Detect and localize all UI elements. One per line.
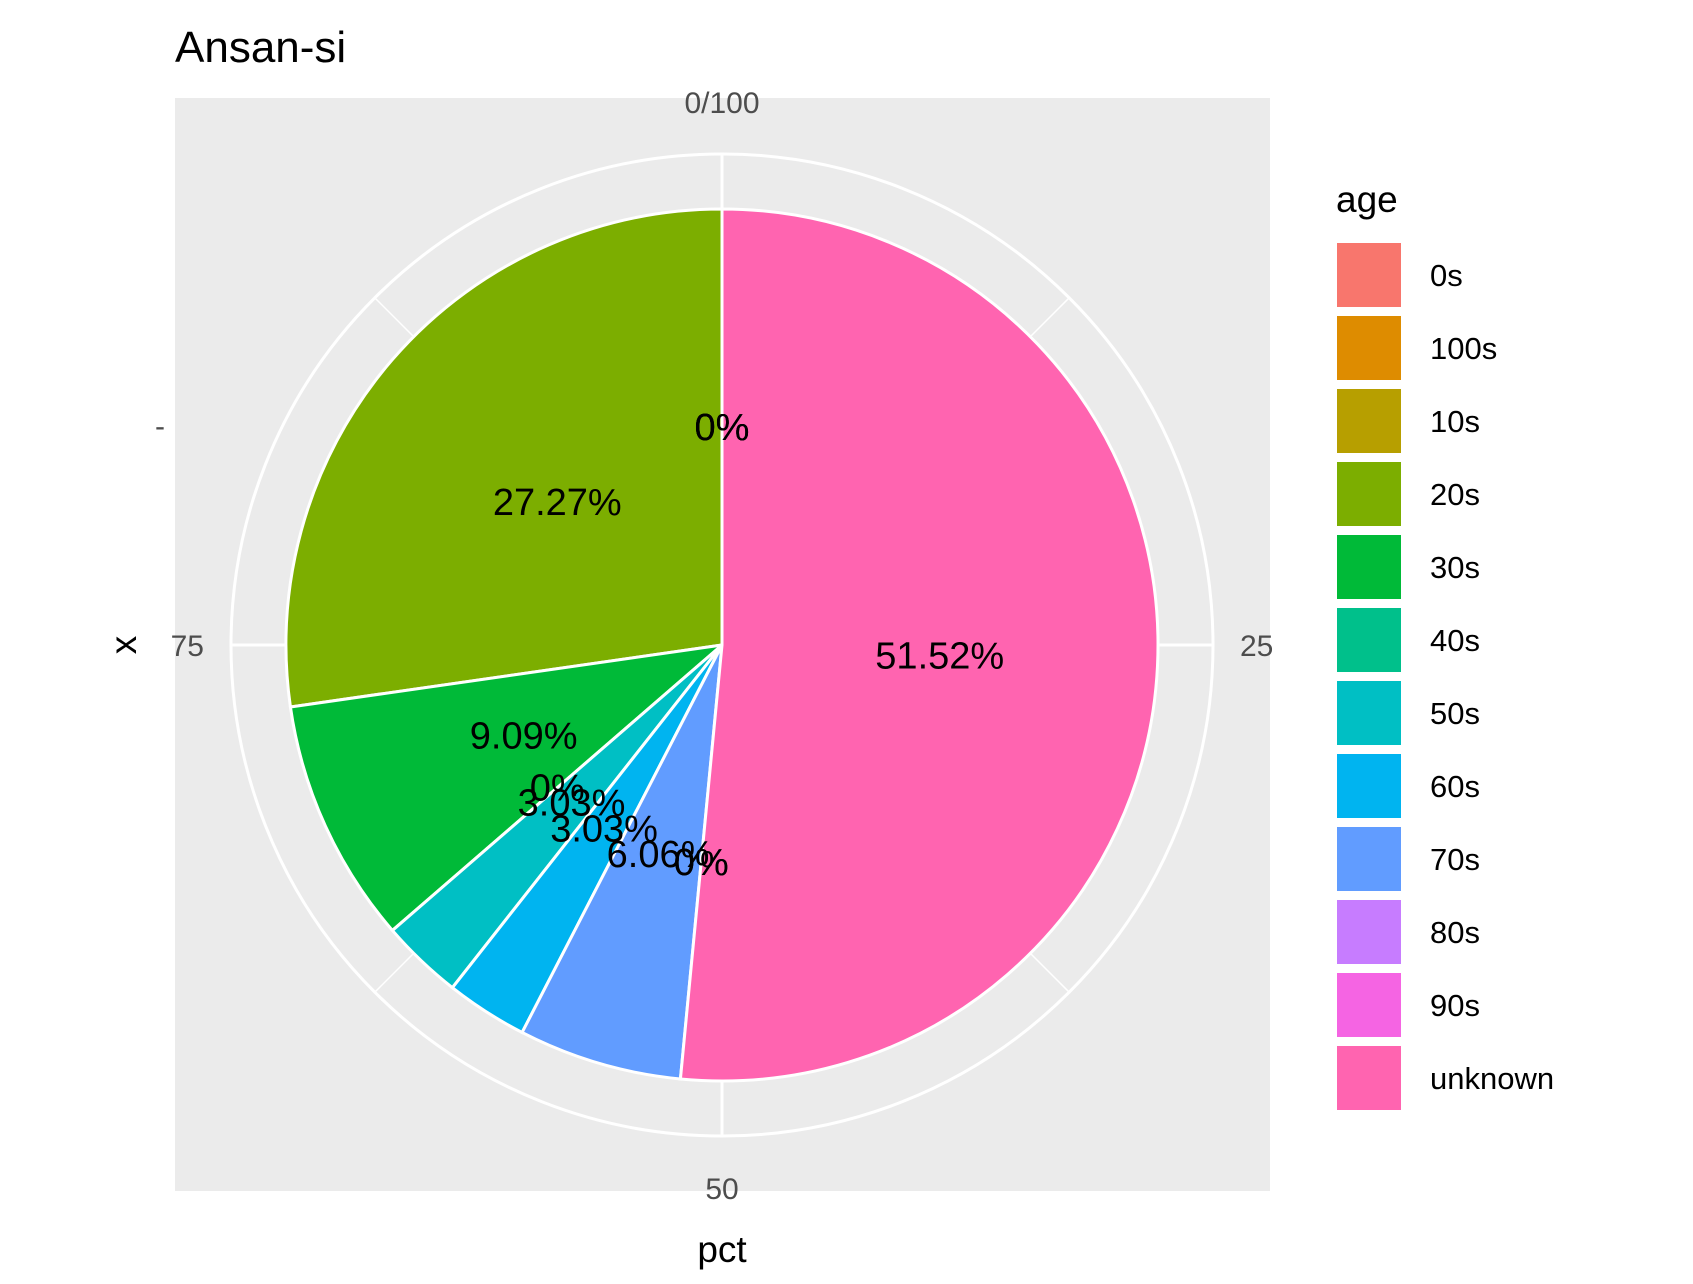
legend-label-20s: 20s: [1430, 477, 1480, 512]
pie-slice-70s: [520, 644, 724, 1081]
legend-key-20s: [1335, 460, 1403, 528]
slice-label-60s: 3.03%: [550, 808, 658, 850]
legend-key-50s: [1335, 679, 1403, 747]
legend-label-50s: 50s: [1430, 696, 1480, 731]
slice-label-10s: 0%: [695, 407, 750, 449]
legend-key-0s: [1335, 241, 1403, 309]
theta-tick-label: 75: [171, 630, 204, 663]
legend-label-80s: 80s: [1430, 915, 1480, 950]
legend-key-30s: [1335, 533, 1403, 601]
pie-slice-20s: [284, 207, 724, 709]
legend-key-40s: [1335, 606, 1403, 674]
legend-title: age: [1336, 179, 1398, 220]
legend-label-10s: 10s: [1430, 404, 1480, 439]
slice-label-90s: 0%: [674, 842, 729, 884]
legend-key-10s: [1335, 387, 1403, 455]
legend-label-60s: 60s: [1430, 769, 1480, 804]
x-axis-title: pct: [697, 1229, 747, 1270]
slice-label-50s: 3.03%: [518, 783, 626, 825]
legend-label-70s: 70s: [1430, 842, 1480, 877]
chart-title: Ansan-si: [175, 23, 346, 72]
slice-label-20s: 27.27%: [493, 482, 622, 524]
slice-label-unknown: 51.52%: [875, 635, 1004, 677]
legend-key-60s: [1335, 752, 1403, 820]
legend-key-70s: [1335, 825, 1403, 893]
slice-label-70s: 6.06%: [607, 834, 715, 876]
theta-tick-label: 25: [1240, 630, 1273, 663]
pie-slice-unknown: [678, 207, 1160, 1083]
theta-tick-label: 50: [705, 1173, 738, 1206]
legend: 0s 100s 10s 20s 30s 40s 50s 60s 70s 80s 90s unknown: [1335, 241, 1554, 1112]
slice-label-80s: 0%: [674, 842, 729, 884]
slice-label-0s: 0%: [695, 407, 750, 449]
slice-labels: 0%0%0%27.27%9.09%0%3.03%3.03%6.06%0%0%51…: [470, 407, 1004, 884]
legend-label-unknown: unknown: [1430, 1061, 1554, 1096]
slice-label-30s: 9.09%: [470, 716, 578, 758]
legend-label-40s: 40s: [1430, 623, 1480, 658]
legend-key-100s: [1335, 314, 1403, 382]
legend-key-80s: [1335, 898, 1403, 966]
y-axis-tick-label: -: [155, 410, 165, 443]
legend-key-unknown: [1335, 1044, 1403, 1112]
legend-label-30s: 30s: [1430, 550, 1480, 585]
legend-key-90s: [1335, 971, 1403, 1039]
legend-label-100s: 100s: [1430, 331, 1497, 366]
pie-slices: [284, 207, 1160, 1083]
slice-label-40s: 0%: [530, 768, 585, 810]
theta-tick-label: 0/100: [684, 87, 759, 120]
theta-ticks: 0/100 25 50 75: [171, 87, 1274, 1206]
legend-label-0s: 0s: [1430, 258, 1463, 293]
pie-slice-30s: [288, 642, 727, 933]
legend-label-90s: 90s: [1430, 988, 1480, 1023]
slice-label-100s: 0%: [695, 407, 750, 449]
y-axis-title: x: [103, 635, 144, 654]
